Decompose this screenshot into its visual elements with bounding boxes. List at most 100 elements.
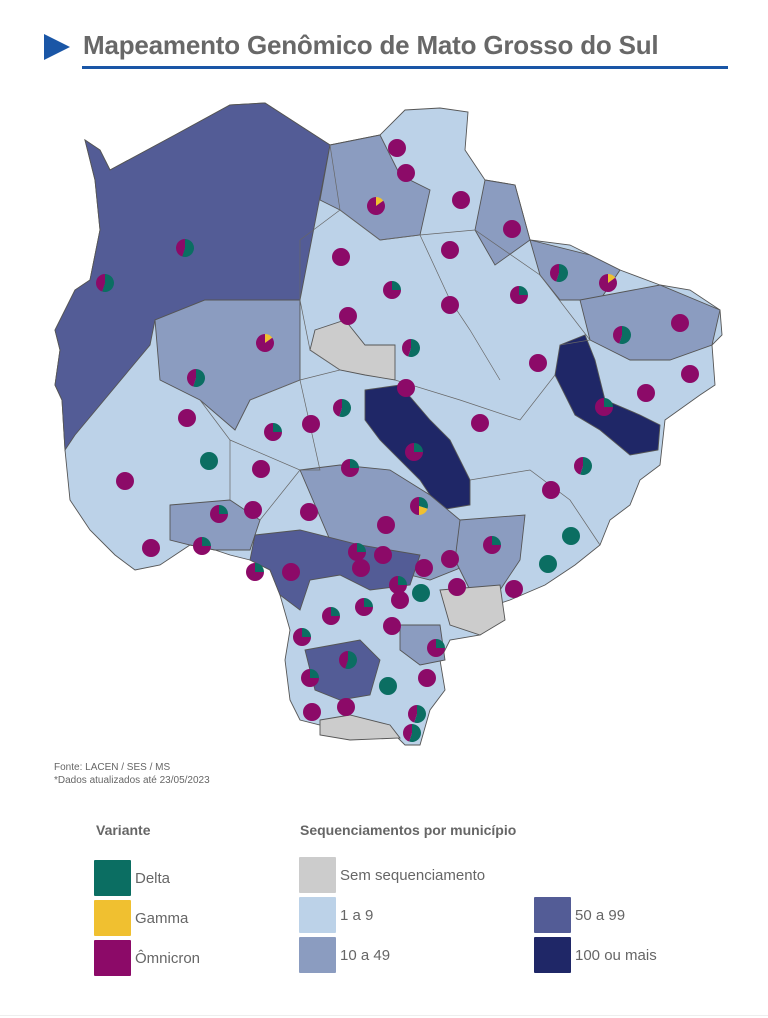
range-100-plus-swatch [534,937,571,973]
omicron-slice [301,669,319,687]
variant-pie-marker [337,698,355,716]
variant-pie-marker [332,399,351,417]
omicron-slice [377,516,395,534]
delta-slice [556,264,569,282]
omicron-slice [598,274,618,292]
omicron-slice [415,559,433,577]
omicron-slice [355,598,373,616]
delta-slice [392,281,401,290]
variant-pie-marker [178,409,196,427]
variant-pie-marker [379,677,397,695]
delta-slice [408,339,421,357]
omicron-slice [348,543,366,561]
omicron-slice [389,576,407,594]
omicron-slice [193,537,211,555]
delta-slice [102,274,115,293]
omicron-slice [388,139,406,157]
variant-pie-marker [383,617,401,635]
variant-pie-marker [383,281,401,299]
region-no-data-2 [439,584,506,636]
omicron-slice [402,339,411,357]
omicron-slice [418,669,436,687]
omicron-slice [175,239,185,257]
delta-slice [302,628,311,637]
variant-legend-title: Variante [96,822,151,838]
omicron-slice [471,414,489,432]
omicron-slice [441,241,459,259]
delta-slice [331,607,340,616]
omicron-slice [383,617,401,635]
variant-pie-marker [374,546,392,564]
omicron-slice [391,591,409,609]
omicron-slice [505,580,523,598]
variant-pie-marker [539,555,557,573]
municipality-regions [54,102,723,746]
variant-pie-marker [637,384,655,402]
variant-pie-marker [595,398,613,416]
municipality-border [299,379,321,471]
municipality-border [394,374,556,421]
variant-pie-marker [252,460,270,478]
variant-pie-marker [503,220,521,238]
gamma-slice [608,274,616,283]
omicron-slice [116,472,134,490]
omicron-slice [374,546,392,564]
region-southwest-2 [304,639,381,701]
delta-slice [519,286,528,295]
omicron-slice [186,369,196,387]
omicron-slice [550,264,559,282]
gamma-slice [376,197,384,206]
gamma-swatch [94,900,131,936]
delta-slice [339,399,351,417]
delta-slice [414,705,426,723]
delta-slice [409,724,421,742]
legend-delta: Delta [94,860,170,896]
variant-pie-marker [427,639,445,657]
omicron-slice [332,248,350,266]
state-map [54,102,723,746]
delta-slice [619,326,631,344]
variant-pie-marker [391,591,409,609]
omicron-slice [452,191,470,209]
variant-pie-marker [300,503,318,521]
sequencing-legend-title: Sequenciamentos por município [300,822,517,838]
source-line: Fonte: LACEN / SES / MS [54,762,171,773]
delta-slice [345,651,358,669]
omicron-slice [246,563,264,581]
variant-pie-marker [412,584,430,602]
range-50-99-swatch [534,897,571,933]
variant-pie-marker [301,669,319,687]
delta-slice [357,543,366,552]
variant-pie-marker [542,481,560,499]
variant-pie-marker [244,501,262,519]
omicron-slice [256,334,274,352]
update-date-line: *Dados atualizados até 23/05/2023 [54,775,210,786]
variant-pie-marker [175,239,194,257]
omicron-slice [427,639,445,657]
variant-pie-marker [352,559,370,577]
omicron-slice [322,607,340,625]
omicron-slice [542,481,560,499]
variant-pie-marker [402,724,421,742]
legend-10-49: 10 a 49 [299,937,390,973]
delta-slice [398,576,407,585]
omicron-slice [483,536,501,554]
variant-pie-marker [574,457,593,475]
variant-pie-marker [397,164,415,182]
variant-pie-marker [341,459,359,477]
legend-omicron: Ômnicron [94,940,200,976]
variant-pie-marker [193,537,211,555]
variant-pie-marker [441,241,459,259]
variant-pie-marker [550,264,569,282]
variant-pie-marker [418,669,436,687]
omicron-slice [96,274,105,292]
region-southwest [169,499,261,551]
variant-pie-markers [96,139,699,742]
delta-slice [414,443,423,452]
variant-pie-marker [598,274,618,292]
legend-50-99: 50 a 99 [534,897,625,933]
variant-pie-marker [210,505,228,523]
variant-pie-marker [377,516,395,534]
variant-pie-marker [405,443,423,461]
legend-1-9: 1 a 9 [299,897,373,933]
